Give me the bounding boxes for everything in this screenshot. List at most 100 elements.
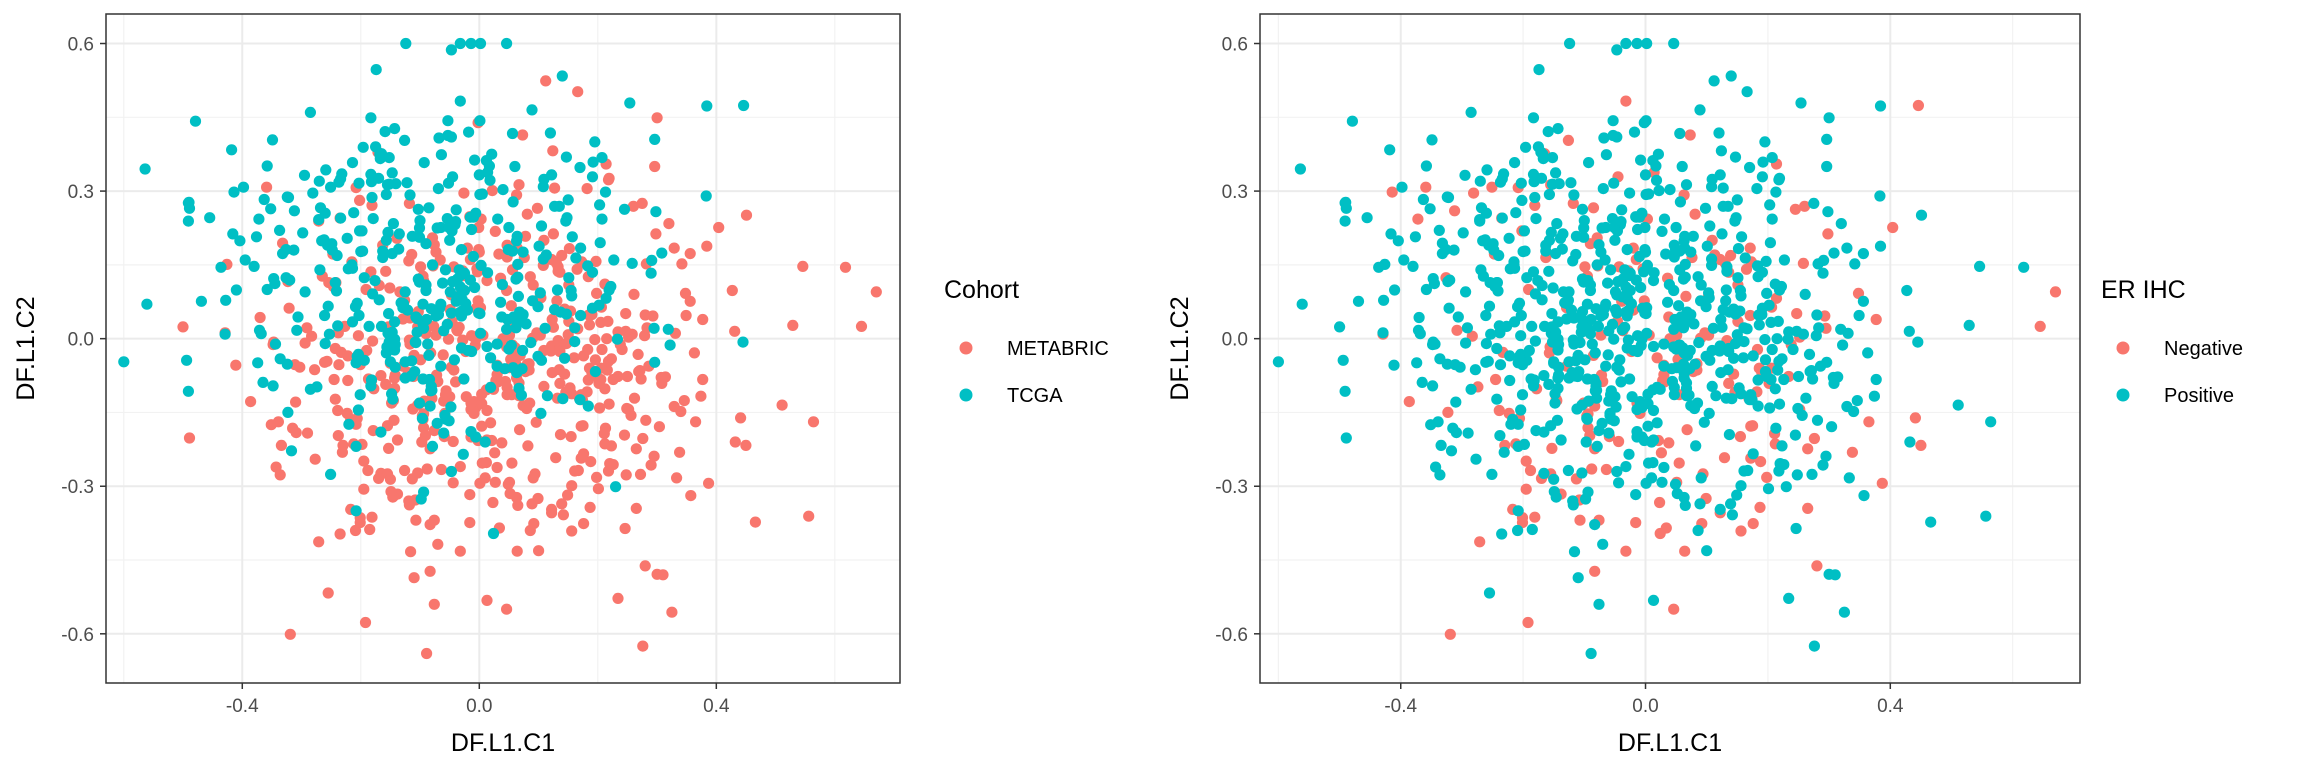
data-point [2018,261,2030,273]
data-point [381,179,394,191]
data-point [1520,483,1532,495]
data-point [1725,498,1737,510]
data-point [517,344,529,357]
data-point [261,160,273,172]
data-point [1901,284,1913,297]
data-point [501,37,513,50]
data-point [553,200,565,212]
data-point [601,333,613,345]
data-point [348,207,360,219]
data-point [1479,234,1491,246]
data-point [472,295,484,307]
data-point [1546,178,1559,190]
data-point [1334,321,1346,333]
data-point [230,284,242,296]
data-point [701,240,713,252]
data-point [418,322,430,334]
data-point [351,350,363,362]
data-point [1753,319,1765,331]
data-point [1442,406,1454,418]
data-point [307,187,319,199]
data-point [363,320,375,332]
data-point [331,249,343,262]
data-point [1581,412,1593,424]
data-point [569,336,581,348]
data-point [1407,260,1419,272]
data-point [1760,255,1772,267]
data-point [1723,429,1735,441]
data-point [496,311,508,323]
data-point [519,230,532,242]
data-point [526,104,538,116]
data-point [1764,402,1776,414]
data-point [1722,200,1734,212]
data-point [551,284,564,296]
data-point [405,546,417,558]
data-point [493,248,505,260]
data-point [1821,133,1833,145]
data-point [1716,321,1728,333]
data-point [1617,273,1629,285]
data-point [484,174,496,186]
data-point [1605,264,1617,276]
data-point [1388,359,1400,371]
data-point [1729,151,1742,163]
data-point [332,430,344,442]
data-point [118,356,130,368]
data-point [1535,172,1548,184]
data-point [589,334,601,346]
data-point [1600,149,1612,161]
data-point [1764,237,1776,249]
data-point [1340,432,1352,444]
data-point [325,468,337,480]
legend-key [959,388,973,402]
data-point [531,202,544,214]
data-point [628,392,641,404]
data-point [521,402,533,415]
data-point [566,231,578,243]
data-point [1745,420,1757,432]
data-point [332,320,344,332]
data-point [1522,616,1534,629]
data-point [1656,476,1668,488]
data-point [1420,160,1432,172]
data-point [1666,363,1678,375]
data-point [1591,440,1603,452]
data-point [713,221,725,234]
data-point [626,257,638,269]
data-point [1444,274,1456,286]
data-point [1429,338,1441,350]
data-point [1808,432,1820,445]
data-point [1822,206,1834,218]
data-point [1701,545,1713,557]
data-point [389,361,401,373]
data-point [578,448,590,460]
data-point [487,527,500,540]
y-tick-label: 0.0 [68,330,94,351]
data-point [416,436,428,448]
data-point [1721,265,1733,277]
data-point [680,309,692,322]
data-point [386,167,398,179]
data-point [1512,505,1524,517]
data-point [1580,436,1592,448]
data-point [1582,322,1594,334]
data-point [1582,486,1594,498]
data-point [550,452,562,464]
data-point [375,320,388,332]
data-point [726,284,738,297]
data-point [268,273,280,285]
data-point [688,347,701,359]
data-point [245,396,257,408]
data-point [1630,489,1642,501]
data-point [1339,215,1351,227]
data-point [591,287,603,299]
data-point [410,337,422,349]
x-tick-label: -0.4 [1384,696,1417,717]
data-point [1546,152,1559,164]
data-point [412,467,424,479]
legend: ER IHC Negative Positive [2101,276,2243,407]
data-point [664,339,676,351]
data-point [1759,136,1771,148]
data-point [546,507,558,519]
